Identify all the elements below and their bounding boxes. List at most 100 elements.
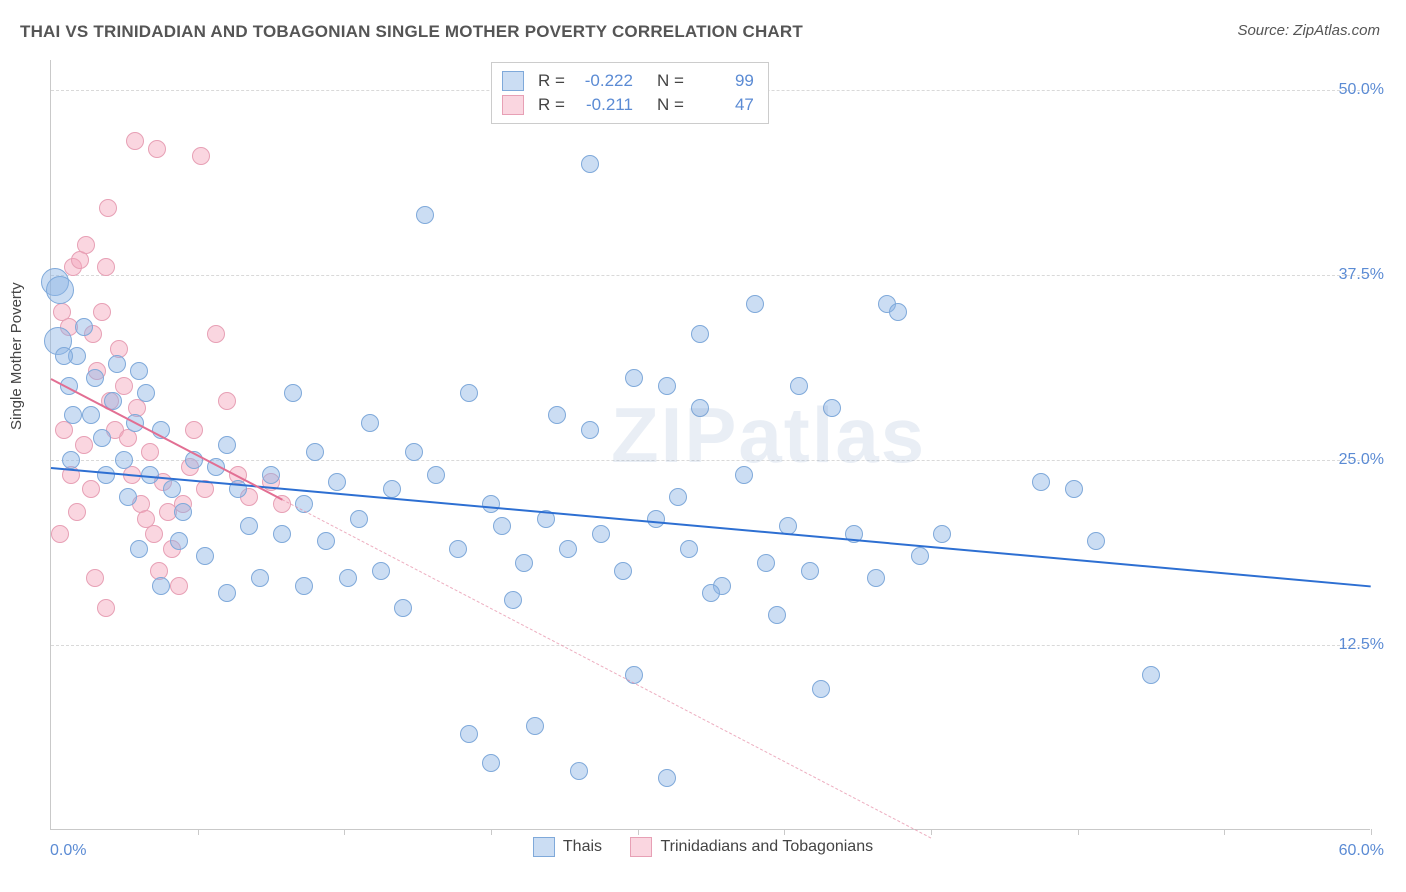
point-series-a	[97, 466, 115, 484]
point-series-b	[218, 392, 236, 410]
point-series-a	[350, 510, 368, 528]
point-series-b	[93, 303, 111, 321]
point-series-a	[284, 384, 302, 402]
point-series-a	[801, 562, 819, 580]
point-series-a	[504, 591, 522, 609]
gridline-h	[51, 275, 1370, 276]
x-tick-mark	[1371, 829, 1372, 835]
point-series-a	[933, 525, 951, 543]
x-tick-mark	[198, 829, 199, 835]
point-series-a	[82, 406, 100, 424]
point-series-a	[317, 532, 335, 550]
point-series-a	[570, 762, 588, 780]
point-series-a	[372, 562, 390, 580]
legend-swatch-a	[533, 837, 555, 857]
point-series-a	[823, 399, 841, 417]
gridline-h	[51, 460, 1370, 461]
point-series-b	[86, 569, 104, 587]
point-series-b	[51, 525, 69, 543]
point-series-a	[46, 276, 74, 304]
point-series-a	[295, 577, 313, 595]
point-series-b	[68, 503, 86, 521]
point-series-a	[790, 377, 808, 395]
point-series-a	[1087, 532, 1105, 550]
point-series-a	[581, 155, 599, 173]
point-series-a	[493, 517, 511, 535]
gridline-h	[51, 645, 1370, 646]
stats-row-a: R = -0.222 N = 99	[502, 69, 754, 93]
point-series-a	[867, 569, 885, 587]
legend-item-b: Trinidadians and Tobagonians	[630, 837, 873, 857]
n-label-a: N =	[657, 69, 684, 93]
point-series-a	[130, 540, 148, 558]
x-tick-mark	[1224, 829, 1225, 835]
point-series-b	[148, 140, 166, 158]
point-series-a	[592, 525, 610, 543]
point-series-b	[145, 525, 163, 543]
point-series-a	[812, 680, 830, 698]
point-series-a	[691, 399, 709, 417]
n-value-a: 99	[694, 69, 754, 93]
point-series-a	[515, 554, 533, 572]
point-series-a	[702, 584, 720, 602]
x-tick-mark	[931, 829, 932, 835]
point-series-a	[581, 421, 599, 439]
point-series-b	[170, 577, 188, 595]
trendline-b-dash	[282, 499, 931, 838]
r-value-b: -0.211	[575, 93, 633, 117]
point-series-a	[361, 414, 379, 432]
point-series-a	[482, 495, 500, 513]
point-series-a	[658, 377, 676, 395]
x-tick-mark	[638, 829, 639, 835]
n-label-b: N =	[657, 93, 684, 117]
y-axis-label: Single Mother Poverty	[8, 282, 25, 430]
point-series-a	[526, 717, 544, 735]
point-series-a	[1065, 480, 1083, 498]
point-series-a	[735, 466, 753, 484]
swatch-a	[502, 71, 524, 91]
point-series-a	[152, 577, 170, 595]
point-series-a	[405, 443, 423, 461]
point-series-a	[130, 362, 148, 380]
point-series-a	[1142, 666, 1160, 684]
point-series-a	[137, 384, 155, 402]
point-series-a	[328, 473, 346, 491]
point-series-a	[548, 406, 566, 424]
point-series-a	[62, 451, 80, 469]
point-series-a	[427, 466, 445, 484]
point-series-a	[680, 540, 698, 558]
y-tick-label: 37.5%	[1339, 266, 1384, 284]
point-series-b	[75, 436, 93, 454]
point-series-b	[185, 421, 203, 439]
point-series-b	[97, 599, 115, 617]
point-series-b	[207, 325, 225, 343]
point-series-b	[99, 199, 117, 217]
point-series-b	[77, 236, 95, 254]
point-series-a	[119, 488, 137, 506]
y-tick-label: 50.0%	[1339, 81, 1384, 99]
chart-title: THAI VS TRINIDADIAN AND TOBAGONIAN SINGL…	[20, 22, 803, 42]
chart-container: THAI VS TRINIDADIAN AND TOBAGONIAN SINGL…	[0, 0, 1406, 892]
point-series-a	[306, 443, 324, 461]
point-series-a	[394, 599, 412, 617]
r-value-a: -0.222	[575, 69, 633, 93]
point-series-a	[75, 318, 93, 336]
point-series-a	[174, 503, 192, 521]
y-tick-label: 12.5%	[1339, 636, 1384, 654]
point-series-a	[64, 406, 82, 424]
x-tick-mark	[344, 829, 345, 835]
point-series-a	[614, 562, 632, 580]
point-series-a	[449, 540, 467, 558]
legend-item-a: Thais	[533, 837, 602, 857]
point-series-b	[97, 258, 115, 276]
point-series-a	[889, 303, 907, 321]
r-label-a: R =	[538, 69, 565, 93]
point-series-a	[93, 429, 111, 447]
point-series-a	[218, 436, 236, 454]
stats-legend: R = -0.222 N = 99 R = -0.211 N = 47	[491, 62, 769, 124]
point-series-a	[911, 547, 929, 565]
x-tick-mark	[491, 829, 492, 835]
stats-row-b: R = -0.211 N = 47	[502, 93, 754, 117]
x-tick-mark	[784, 829, 785, 835]
point-series-a	[460, 725, 478, 743]
